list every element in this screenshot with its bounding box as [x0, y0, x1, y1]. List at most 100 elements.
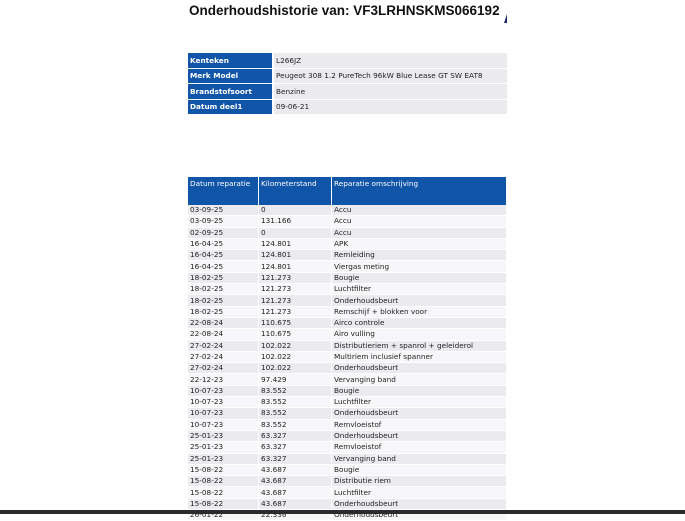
- repair-description: Bougie: [331, 385, 507, 398]
- repair-mileage: 0: [258, 205, 332, 217]
- column-header-mileage: Kilometerstand: [258, 177, 332, 205]
- repair-history-table: Datum reparatie Kilometerstand Reparatie…: [188, 177, 507, 521]
- table-row: 16-04-25 124.801 Remleiding: [188, 249, 507, 262]
- repair-description: Vervanging band: [331, 453, 507, 465]
- repair-date: 22-12-23: [188, 373, 259, 386]
- repair-date: 15-08-22: [188, 486, 259, 499]
- repair-description: Airo vulling: [331, 328, 507, 341]
- repair-date: 15-08-22: [188, 475, 259, 488]
- repair-mileage: 63.327: [258, 441, 332, 454]
- table-row: 03-09-25 131.166 Accu: [188, 215, 507, 228]
- table-row: 15-08-22 43.687 Distributie riem: [188, 475, 507, 488]
- repair-date: 15-08-22: [188, 498, 259, 511]
- repair-description: Onderhoudsbeurt: [331, 294, 507, 307]
- repair-mileage: 102.022: [258, 362, 332, 375]
- repair-description: Accu: [331, 205, 507, 217]
- repair-description: Remschijf + blokken voor: [331, 306, 507, 318]
- repair-mileage: 102.022: [258, 340, 332, 352]
- repair-date: 27-02-24: [188, 362, 259, 375]
- table-row: 15-08-22 43.687 Luchtfilter: [188, 486, 507, 499]
- info-value: L266JZ: [273, 53, 507, 69]
- table-row: 03-09-25 0 Accu: [188, 205, 507, 217]
- repair-description: Vervanging band: [331, 373, 507, 386]
- table-row: 25-01-23 63.327 Remvloeistof: [188, 441, 507, 454]
- repair-date: 27-02-24: [188, 340, 259, 352]
- repair-mileage: 102.022: [258, 351, 332, 364]
- vehicle-info-table: Kenteken L266JZ Merk Model Peugeot 308 1.2 …: [188, 53, 507, 115]
- table-row: 10-07-23 83.552 Bougie: [188, 385, 507, 398]
- table-row: 18-02-25 121.273 Remschijf + blokken voor: [188, 306, 507, 318]
- info-row: Merk Model Peugeot 308 1.2 PureTech 96kW …: [188, 68, 507, 84]
- repair-mileage: 43.687: [258, 464, 332, 477]
- repair-mileage: 0: [258, 227, 332, 239]
- repair-mileage: 124.801: [258, 260, 332, 273]
- table-row: 25-01-23 63.327 Onderhoudsbeurt: [188, 430, 507, 443]
- info-label: Datum deel1: [188, 99, 274, 115]
- table-row: 10-07-23 83.552 Remvloeistof: [188, 419, 507, 431]
- table-header-row: Datum reparatie Kilometerstand Reparatie…: [188, 177, 507, 205]
- table-row: 16-04-25 124.801 APK: [188, 238, 507, 251]
- repair-mileage: 110.675: [258, 317, 332, 330]
- repair-mileage: 83.552: [258, 396, 332, 409]
- repair-mileage: 121.273: [258, 294, 332, 307]
- repair-mileage: 110.675: [258, 328, 332, 341]
- repair-description: Distributieriem + spanrol + geleiderol: [331, 340, 507, 352]
- column-header-description: Reparatie omschrijving: [331, 177, 507, 205]
- repair-mileage: 83.552: [258, 419, 332, 431]
- repair-mileage: 63.327: [258, 453, 332, 465]
- repair-date: 27-02-24: [188, 351, 259, 364]
- repair-date: 02-09-25: [188, 227, 259, 239]
- table-row: 22-08-24 110.675 Airo vulling: [188, 328, 507, 341]
- repair-date: 10-07-23: [188, 385, 259, 398]
- repair-date: 16-04-25: [188, 260, 259, 273]
- repair-mileage: 124.801: [258, 238, 332, 251]
- table-row: 22-12-23 97.429 Vervanging band: [188, 373, 507, 386]
- info-label: Merk Model: [188, 68, 274, 84]
- repair-mileage: 124.801: [258, 249, 332, 262]
- table-row: 25-01-23 63.327 Vervanging band: [188, 453, 507, 465]
- table-row: 02-09-25 0 Accu: [188, 227, 507, 239]
- table-row: 18-02-25 121.273 Luchtfilter: [188, 283, 507, 296]
- repair-mileage: 121.273: [258, 272, 332, 285]
- repair-date: 22-08-24: [188, 328, 259, 341]
- repair-date: 22-08-24: [188, 317, 259, 330]
- info-value: Peugeot 308 1.2 PureTech 96kW Blue Lease…: [273, 68, 507, 84]
- repair-description: Airco controle: [331, 317, 507, 330]
- repair-date: 15-08-22: [188, 464, 259, 477]
- info-label: Brandstofsoort: [188, 83, 274, 100]
- info-value: 09-06-21: [273, 99, 507, 115]
- repair-description: Accu: [331, 227, 507, 239]
- info-value: Benzine: [273, 83, 507, 100]
- repair-description: Remvloeistof: [331, 441, 507, 454]
- repair-description: Onderhoudsbeurt: [331, 430, 507, 443]
- table-row: 22-08-24 110.675 Airco controle: [188, 317, 507, 330]
- repair-date: 18-02-25: [188, 306, 259, 318]
- repair-mileage: 43.687: [258, 486, 332, 499]
- table-row: 16-04-25 124.801 Viergas meting: [188, 260, 507, 273]
- repair-date: 18-02-25: [188, 294, 259, 307]
- repair-description: Bougie: [331, 272, 507, 285]
- repair-date: 10-07-23: [188, 396, 259, 409]
- repair-description: Luchtfilter: [331, 283, 507, 296]
- repair-description: Bougie: [331, 464, 507, 477]
- repair-description: Onderhoudsbeurt: [331, 407, 507, 420]
- logo-mark-icon: [504, 14, 507, 23]
- repair-description: APK: [331, 238, 507, 251]
- repair-description: Onderhoudsbeurt: [331, 362, 507, 375]
- table-row: 15-08-22 43.687 Bougie: [188, 464, 507, 477]
- table-row: 15-08-22 43.687 Onderhoudsbeurt: [188, 498, 507, 511]
- repair-description: Viergas meting: [331, 260, 507, 273]
- repair-date: 03-09-25: [188, 215, 259, 228]
- repair-description: Luchtfilter: [331, 396, 507, 409]
- info-row: Datum deel1 09-06-21: [188, 99, 507, 115]
- table-row: 27-02-24 102.022 Distributieriem + spanrol…: [188, 340, 507, 352]
- repair-description: Multiriem inclusief spanner: [331, 351, 507, 364]
- table-row: 10-07-23 83.552 Onderhoudsbeurt: [188, 407, 507, 420]
- repair-date: 10-07-23: [188, 419, 259, 431]
- repair-mileage: 43.687: [258, 498, 332, 511]
- repair-description: Accu: [331, 215, 507, 228]
- repair-mileage: 83.552: [258, 407, 332, 420]
- repair-date: 03-09-25: [188, 205, 259, 217]
- repair-mileage: 63.327: [258, 430, 332, 443]
- repair-mileage: 97.429: [258, 373, 332, 386]
